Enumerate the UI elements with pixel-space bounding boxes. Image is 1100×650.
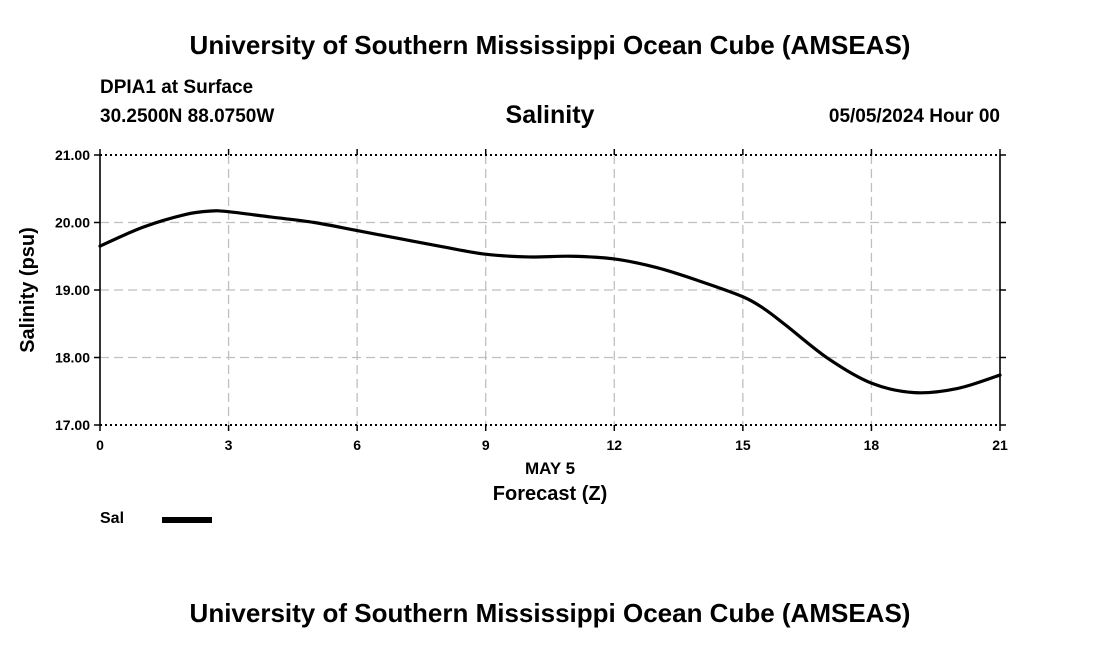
station-label: DPIA1 at Surface	[100, 77, 254, 98]
x-tick-label: 18	[864, 437, 880, 453]
y-tick-label: 19.00	[55, 282, 90, 298]
x-tick-label: 6	[353, 437, 361, 453]
y-tick-label: 21.00	[55, 147, 90, 163]
y-tick-label: 18.00	[55, 350, 90, 366]
station-coordinates: 30.2500N 88.0750W	[100, 106, 275, 127]
y-tick-label: 17.00	[55, 417, 90, 433]
grid-lines	[100, 155, 1000, 425]
x-tick-label: 0	[96, 437, 104, 453]
y-tick-label: 20.00	[55, 215, 90, 231]
forecast-datetime: 05/05/2024 Hour 00	[828, 106, 1000, 127]
x-axis-label: Forecast (Z)	[493, 483, 607, 505]
chart-title: Salinity	[505, 101, 595, 129]
x-tick-label: 15	[735, 437, 751, 453]
legend-swatch	[162, 517, 212, 523]
y-axis-label: Salinity (psu)	[17, 227, 39, 353]
series-line-sal	[98, 209, 1002, 395]
page-footer-title: University of Southern Mississippi Ocean…	[189, 598, 911, 628]
x-tick-label: 12	[606, 437, 622, 453]
legend-label: Sal	[100, 510, 125, 527]
axes	[94, 149, 1006, 431]
x-tick-label: 21	[992, 437, 1008, 453]
tick-labels: 0 3 6 9 12 15 18 21 17.00 18.00 19.00 20.00 21.00 MAY…	[17, 147, 1008, 505]
page-title: University of Southern Mississippi Ocean…	[189, 30, 911, 60]
series-layer	[98, 209, 1002, 395]
x-axis-sublabel: MAY 5	[525, 459, 575, 478]
x-tick-label: 3	[225, 437, 233, 453]
x-tick-label: 9	[482, 437, 490, 453]
